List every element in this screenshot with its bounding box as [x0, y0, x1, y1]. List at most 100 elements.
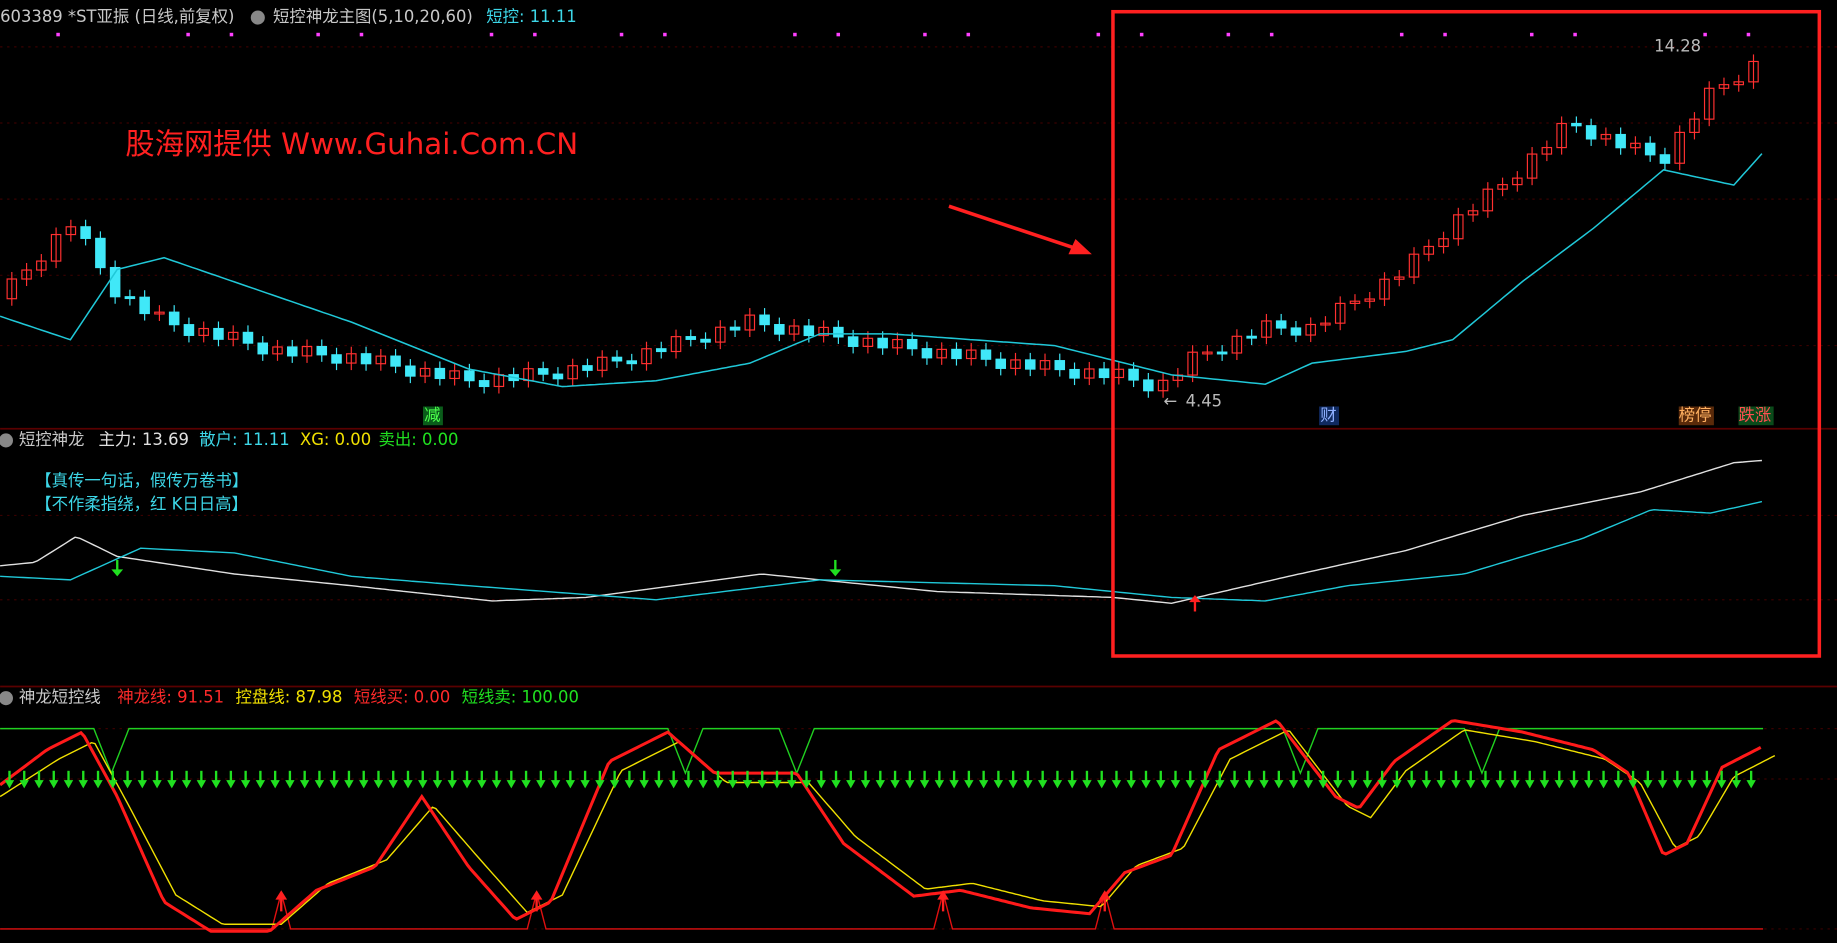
sell-arrow-head — [831, 780, 841, 789]
signal-badge — [1319, 406, 1340, 426]
candle-body — [1290, 327, 1302, 336]
sell-arrow-head — [1406, 780, 1417, 789]
sell-arrow-head — [418, 780, 428, 789]
sell-arrow-head — [108, 780, 118, 789]
sell-arrow-head — [226, 780, 236, 789]
candle-body — [286, 346, 298, 357]
candle-body — [1615, 133, 1626, 149]
sell-arrow-head — [1451, 780, 1461, 789]
sell-arrow-head — [654, 780, 664, 789]
sell-arrow-head — [314, 780, 325, 789]
low-arrow: ← — [1163, 391, 1177, 410]
dropdown-icon[interactable] — [0, 691, 13, 706]
sell-arrow-head — [1731, 780, 1742, 789]
sell-arrow-head — [1052, 780, 1063, 789]
sell-arrow-head — [1303, 780, 1314, 789]
signal-dot — [1226, 32, 1231, 37]
sell-arrow-head — [1687, 780, 1697, 789]
sell-arrow-head — [477, 780, 487, 789]
signal-badge — [422, 406, 443, 426]
candle-body — [1438, 238, 1449, 248]
candle-body — [1453, 214, 1464, 240]
sell-arrow-head — [757, 780, 767, 789]
control-line — [0, 729, 1776, 925]
sell-arrow-head — [63, 780, 74, 789]
sell-arrow-head — [388, 780, 398, 789]
sell-arrow-head — [595, 780, 605, 789]
candle-body — [1202, 351, 1213, 355]
sell-arrow-head — [1126, 780, 1136, 789]
candle-body — [980, 349, 992, 360]
candle-body — [1467, 210, 1479, 216]
sell-arrow-head — [993, 780, 1004, 789]
buy-arrow-head — [275, 890, 288, 900]
candle-body — [1423, 245, 1435, 255]
candle-body — [1305, 323, 1316, 336]
candle-body — [685, 336, 697, 340]
candle-body — [729, 326, 741, 331]
candle-body — [862, 337, 874, 347]
dropdown-icon[interactable] — [0, 433, 13, 448]
candle-body — [936, 348, 947, 359]
signal-dot — [1703, 32, 1707, 37]
sell-arrow-head — [1347, 780, 1358, 789]
candle-body — [139, 296, 150, 315]
sell-arrow-head — [285, 780, 295, 789]
candle-body — [405, 365, 416, 377]
candle-body — [346, 353, 357, 364]
candle-body — [1039, 360, 1051, 370]
signal-arrow-head — [1189, 595, 1201, 603]
candle-body — [1379, 278, 1390, 300]
candle-body — [1246, 335, 1257, 339]
signal-dot — [1139, 32, 1144, 37]
candle-body — [552, 373, 564, 380]
candle-body — [242, 331, 254, 344]
candle-body — [1408, 253, 1420, 278]
candle-body — [1630, 142, 1641, 149]
sell-arrow-head — [1274, 780, 1284, 789]
sell-arrow-head — [1215, 780, 1225, 789]
candle-body — [537, 368, 549, 375]
signal: 榜停 — [1679, 405, 1712, 424]
candle-body — [1497, 184, 1508, 190]
indicator-value: 短控: 11.11 — [486, 7, 576, 26]
sell-arrow-head — [196, 780, 207, 789]
ma-line — [0, 153, 1763, 388]
sell-arrow-head — [1421, 780, 1432, 789]
signal-dot — [966, 32, 971, 37]
short-sell-line — [0, 727, 1764, 776]
sell-arrow-head — [742, 780, 753, 789]
candle-body — [183, 324, 195, 336]
candle-body — [21, 269, 32, 280]
candle-body — [670, 336, 682, 353]
candle-body — [1128, 368, 1139, 381]
candle-body — [257, 342, 269, 355]
signal: 跌涨 — [1739, 405, 1772, 424]
candle-body — [596, 356, 608, 371]
watermark: 股海网提供 Www.Guhai.Com.CN — [125, 127, 578, 161]
candle-body — [715, 326, 726, 343]
candle-body — [1689, 118, 1700, 133]
sell-arrow-head — [624, 780, 635, 789]
candle-body — [1718, 84, 1730, 89]
signal-dot — [1096, 32, 1101, 37]
candle-body — [1187, 351, 1198, 376]
sell-arrow-head — [668, 780, 679, 789]
candle-body — [1703, 87, 1715, 120]
dropdown-icon[interactable] — [250, 10, 265, 25]
sell-arrow-head — [462, 780, 472, 789]
candle-body — [50, 233, 62, 262]
candle-body — [803, 325, 815, 337]
sell-arrow-head — [1436, 780, 1446, 789]
signal-dot — [663, 32, 667, 37]
panel-item: 主力: 13.69 — [99, 430, 189, 449]
sell-arrow-head — [1229, 780, 1240, 789]
sell-arrow-head — [491, 780, 502, 789]
candle-body — [109, 266, 121, 298]
candle-body — [833, 326, 844, 338]
candle-body — [921, 348, 933, 359]
candle-body — [301, 345, 313, 357]
sell-arrow-head — [4, 780, 15, 789]
sell-arrow-head — [1333, 780, 1343, 789]
panel-title: 神龙短控线 — [19, 688, 101, 707]
